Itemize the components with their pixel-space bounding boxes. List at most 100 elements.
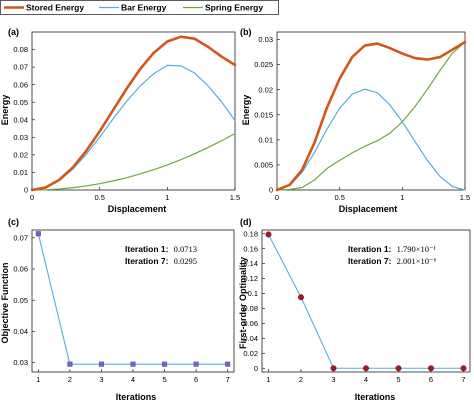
data-point <box>265 231 272 238</box>
data-point <box>363 365 370 372</box>
xlabel-d: Iterations <box>355 392 396 402</box>
x-tick-label: 1 <box>165 193 169 202</box>
data-point <box>35 231 41 237</box>
y-tick-label: 0.18 <box>243 229 258 238</box>
annotation-d-1-label: Iteration 1: <box>348 244 392 254</box>
data-point <box>395 365 402 372</box>
y-tick-label: 0 <box>254 364 258 373</box>
panel-c: 1 2 3 4 5 6 7 0.03 0.04 0.05 0.06 0.07 <box>13 229 235 384</box>
legend-label-spring: Spring Energy <box>205 3 263 13</box>
y-tick-label: 0.06 <box>13 80 28 89</box>
ylabel-c: Objective Function <box>0 262 10 343</box>
x-tick-label: 2 <box>68 375 72 384</box>
legend-label-bar: Bar Energy <box>121 3 167 13</box>
data-point <box>428 365 435 372</box>
y-tick-label: 0.03 <box>258 35 273 44</box>
x-tick-label: 0.5 <box>334 193 344 202</box>
legend-label-stored: Stored Energy <box>26 3 84 13</box>
x-tick-label: 5 <box>396 375 400 384</box>
annotation-c-2-value: 0.0295 <box>174 256 197 266</box>
annotation-d-1-value: 1.790×10⁻¹ <box>397 244 437 254</box>
data-point <box>98 361 104 367</box>
data-point <box>130 361 136 367</box>
y-tick-label: 0 <box>269 186 273 195</box>
plot-frame <box>276 31 466 191</box>
x-tick-label: 0 <box>275 193 279 202</box>
data-point <box>162 361 168 367</box>
data-point <box>330 365 337 372</box>
y-tick-label: 0.015 <box>254 110 273 119</box>
x-tick-label: 3 <box>331 375 335 384</box>
y-tick-label: 0 <box>24 186 28 195</box>
y-tick-label: 0.005 <box>254 161 273 170</box>
panel-label-b: (b) <box>240 27 252 37</box>
x-tick-label: 1 <box>36 375 40 384</box>
y-tick-label: 0.01 <box>13 168 28 177</box>
ylabel-d: First-order Optimality <box>238 257 248 349</box>
series-line <box>268 234 464 369</box>
y-tick-label: 0.05 <box>13 98 28 107</box>
legend: Stored Energy Bar Energy Spring Energy <box>0 0 279 15</box>
x-tick-label: 6 <box>429 375 433 384</box>
y-tick-label: 0.08 <box>243 304 258 313</box>
annotation-c-1-value: 0.0713 <box>174 244 197 254</box>
series-line-bar-energy <box>31 64 236 191</box>
panel-b: 0 0.5 1 1.5 0 0.005 0.01 0.015 0.02 0.025 0.03 <box>254 31 470 202</box>
x-tick-label: 0 <box>30 193 34 202</box>
panel-label-a: (a) <box>8 27 19 37</box>
x-tick-label: 1.5 <box>230 193 240 202</box>
panel-label-d: (d) <box>240 217 252 227</box>
y-tick-label: 0.02 <box>258 85 273 94</box>
y-tick-label: 0.02 <box>13 150 28 159</box>
y-tick-label: 0.16 <box>243 244 258 253</box>
data-point <box>298 294 305 301</box>
y-tick-label: 0.07 <box>13 63 28 72</box>
x-tick-label: 4 <box>131 375 135 384</box>
y-tick-label: 0.14 <box>243 259 258 268</box>
y-tick-label: 0.06 <box>13 265 28 274</box>
y-tick-label: 0.12 <box>243 274 258 283</box>
xlabel-a: Displacement <box>108 204 167 214</box>
series-line-stored-energy <box>275 40 467 192</box>
annotation-d-2-value: 2.001×10⁻⁶ <box>397 256 437 266</box>
x-tick-label: 0.5 <box>94 193 104 202</box>
y-tick-label: 0.05 <box>13 296 28 305</box>
annotation-d-1: Iteration 1: 1.790×10⁻¹ <box>348 244 436 254</box>
series-line-stored-energy <box>30 35 237 192</box>
xlabel-c: Iterations <box>116 392 157 402</box>
y-tick-label: 0.025 <box>254 60 273 69</box>
x-tick-label: 5 <box>162 375 166 384</box>
annotation-d-2: Iteration 7: 2.001×10⁻⁶ <box>348 256 436 266</box>
xlabel-b: Displacement <box>339 204 398 214</box>
y-tick-label: 0.03 <box>13 358 28 367</box>
panel-a: 0 0.5 1 1.5 0 0.01 0.02 0.03 0.04 0.05 0.06 0.07 0.0… <box>13 31 240 202</box>
x-tick-label: 1 <box>400 193 404 202</box>
y-tick-label: 0.1 <box>248 289 258 298</box>
series-line-spring-energy <box>276 41 466 191</box>
x-tick-label: 4 <box>364 375 368 384</box>
x-tick-label: 7 <box>461 375 465 384</box>
x-tick-label: 6 <box>194 375 198 384</box>
y-tick-label: 0.04 <box>13 327 28 336</box>
x-tick-label: 1.5 <box>460 193 470 202</box>
series-line-spring-energy <box>31 132 236 191</box>
panel-d: 1 2 3 4 5 6 7 0 0.02 0.04 0.06 0.08 0.1 0.12 0.14 0.16 0… <box>243 229 471 384</box>
x-tick-label: 2 <box>299 375 303 384</box>
series-line-bar-energy <box>276 88 466 191</box>
x-tick-label: 7 <box>226 375 230 384</box>
y-tick-label: 0.08 <box>13 45 28 54</box>
annotation-c-2: Iteration 7: 0.0295 <box>125 256 197 266</box>
y-tick-label: 0.04 <box>243 334 258 343</box>
y-tick-label: 0.03 <box>13 133 28 142</box>
x-tick-label: 3 <box>99 375 103 384</box>
y-tick-label: 0.01 <box>258 135 273 144</box>
y-tick-label: 0.02 <box>243 349 258 358</box>
data-point <box>67 361 73 367</box>
y-tick-label: 0.07 <box>13 233 28 242</box>
annotation-c-1: Iteration 1: 0.0713 <box>125 244 197 254</box>
plot-frame <box>31 31 236 191</box>
ylabel-b: Energy <box>241 95 251 126</box>
y-tick-label: 0.06 <box>243 319 258 328</box>
annotation-c-2-label: Iteration 7: <box>125 256 169 266</box>
